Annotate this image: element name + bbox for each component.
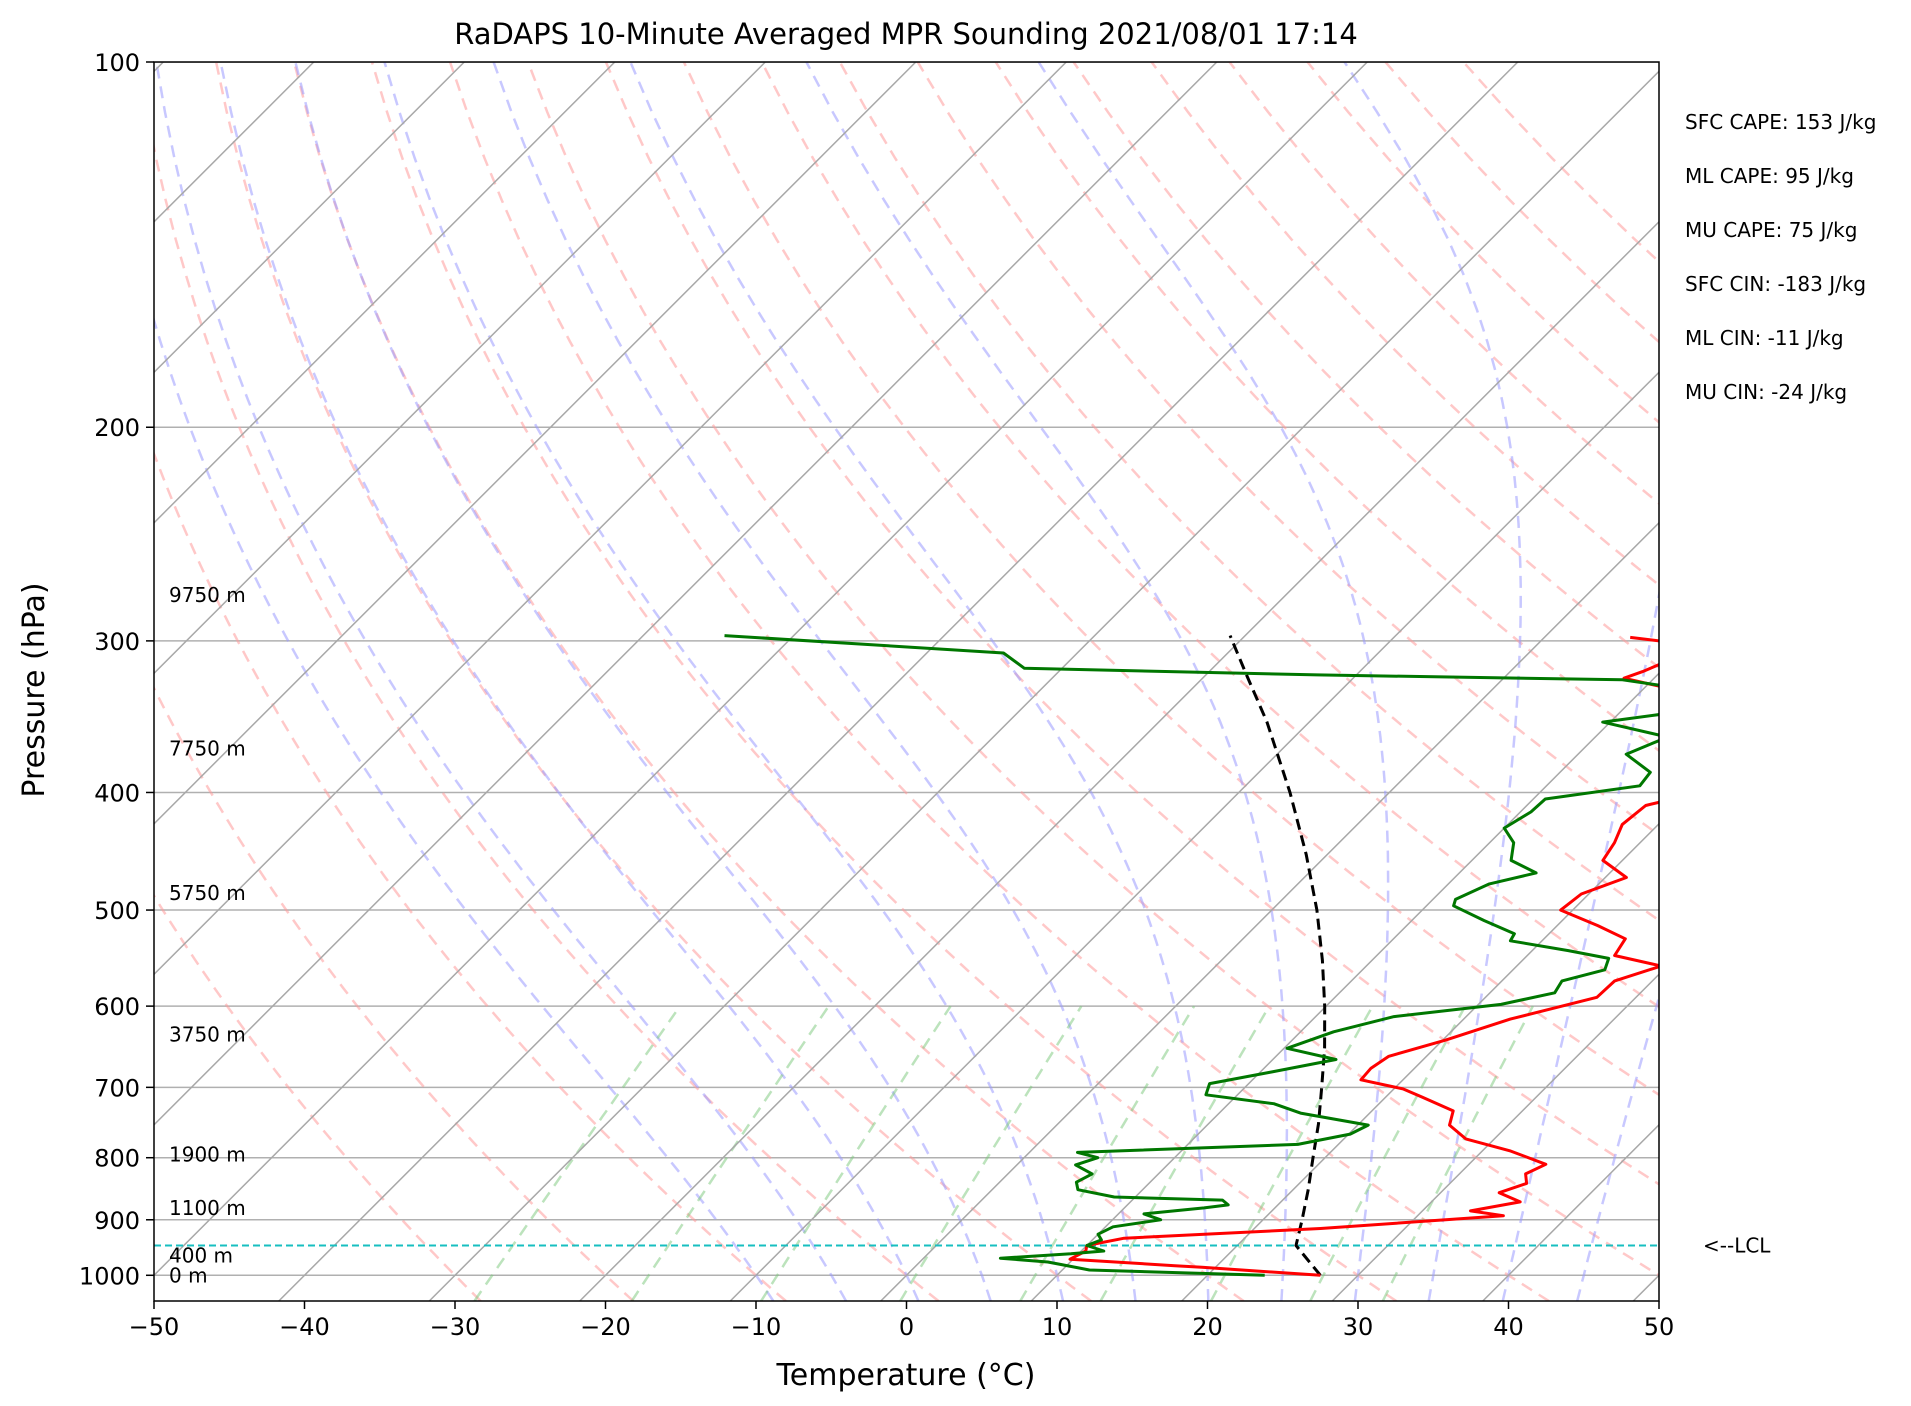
moist-adiabat — [492, 62, 1137, 1301]
x-tick-label: −30 — [430, 1313, 481, 1341]
index-label: ML CIN: -11 J/kg — [1685, 326, 1844, 350]
dry-adiabat — [1072, 62, 1659, 669]
mixing-ratio-line — [760, 1005, 952, 1301]
dry-adiabat — [604, 62, 1659, 1186]
mixing-ratio-line — [1209, 1005, 1374, 1301]
isotherm-line — [278, 62, 1519, 1301]
height-label: 9750 m — [169, 583, 246, 607]
height-labels: 9750 m 7750 m 5750 m 3750 m 1900 m 1100 m 400 … — [169, 583, 246, 1287]
dry-adiabat — [448, 62, 1550, 1301]
isotherm-line — [880, 521, 1659, 1301]
mixing-ratio-line — [630, 1005, 830, 1301]
height-label: 400 m — [169, 1243, 233, 1267]
y-axis-label: Pressure (hPa) — [17, 582, 52, 797]
isotherm-line — [1030, 672, 1659, 1301]
mixing-ratio-line — [899, 1005, 1083, 1301]
index-label: SFC CAPE: 153 J/kg — [1685, 110, 1876, 134]
isotherm-line — [1181, 822, 1659, 1301]
x-tick-label: 30 — [1343, 1313, 1374, 1341]
moist-adiabat — [629, 62, 1210, 1301]
mixing-ratio-line — [1309, 1005, 1467, 1301]
isotherm-line — [579, 220, 1659, 1301]
dry-adiabat — [526, 62, 1659, 1277]
moist-adiabat — [154, 316, 775, 1301]
y-tick-label: 300 — [94, 628, 140, 656]
y-tick-label: 100 — [94, 49, 140, 77]
index-label: SFC CIN: -183 J/kg — [1685, 272, 1866, 296]
parcel-path — [1228, 635, 1327, 1277]
dry-adiabat — [370, 62, 1397, 1301]
y-tick-label: 1000 — [79, 1262, 140, 1290]
y-tick-label: 700 — [94, 1074, 140, 1102]
x-tick-label: −10 — [731, 1313, 782, 1341]
isotherm-line — [154, 62, 917, 825]
height-label: 0 m — [169, 1263, 208, 1287]
lcl-label: <--LCL — [1703, 1233, 1771, 1257]
isotherm-line — [729, 371, 1659, 1301]
height-label: 3750 m — [169, 1022, 246, 1046]
chart-title: RaDAPS 10-Minute Averaged MPR Sounding 2… — [454, 17, 1358, 51]
dry-adiabat — [916, 62, 1659, 837]
height-label: 5750 m — [169, 881, 246, 905]
y-tick-label: 200 — [94, 414, 140, 442]
index-label: MU CAPE: 75 J/kg — [1685, 218, 1857, 242]
isotherm-lines — [154, 62, 1659, 1301]
isotherm-line — [154, 62, 1218, 1126]
x-tick-label: 0 — [899, 1313, 914, 1341]
moist-adiabat — [805, 62, 1289, 1301]
height-label: 1100 m — [169, 1196, 246, 1220]
y-tick-label: 800 — [94, 1145, 140, 1173]
stability-indices: SFC CAPE: 153 J/kg ML CAPE: 95 J/kg MU CAP… — [1685, 110, 1876, 404]
moist-adiabat — [294, 62, 992, 1301]
x-tick-label: −40 — [279, 1313, 330, 1341]
dry-adiabat — [214, 62, 1092, 1301]
temperature-line — [1068, 635, 1659, 1277]
x-tick-label: 10 — [1042, 1313, 1073, 1341]
mixing-ratio-line — [473, 1005, 682, 1301]
y-tick-label: 500 — [94, 897, 140, 925]
index-label: MU CIN: -24 J/kg — [1685, 380, 1847, 404]
moist-adiabat — [1575, 992, 1659, 1301]
x-tick-label: −20 — [580, 1313, 631, 1341]
x-axis: −50 −40 −30 −20 −10 0 10 20 30 40 50 — [129, 1301, 1675, 1341]
moist-adiabat — [1501, 588, 1659, 1301]
x-axis-label: Temperature (°C) — [776, 1358, 1036, 1393]
dry-adiabat — [292, 62, 1245, 1301]
height-label: 7750 m — [169, 737, 246, 761]
mixing-ratio-line — [1381, 1005, 1535, 1301]
y-tick-label: 900 — [94, 1207, 140, 1235]
isotherm-line — [154, 62, 616, 524]
moist-adiabat — [1343, 62, 1522, 1301]
isotherm-line — [428, 70, 1659, 1301]
dry-adiabat — [994, 62, 1659, 753]
x-tick-label: 50 — [1644, 1313, 1675, 1341]
plot-area — [154, 62, 1659, 1301]
moist-adiabats — [154, 62, 1659, 1301]
isotherm-line — [154, 62, 1368, 1277]
y-axis: 100 200 300 400 500 600 700 800 900 1000 — [79, 49, 154, 1290]
isotherm-line — [154, 62, 766, 675]
x-tick-label: 40 — [1493, 1313, 1524, 1341]
height-label: 1900 m — [169, 1142, 246, 1166]
dry-adiabat — [760, 62, 1659, 1009]
moist-adiabat — [1037, 62, 1390, 1301]
moist-adiabat — [383, 62, 1065, 1301]
dry-adiabat — [154, 685, 635, 1301]
x-tick-label: 20 — [1192, 1313, 1223, 1341]
isotherm-line — [1331, 973, 1659, 1301]
x-tick-label: −50 — [129, 1313, 180, 1341]
isotherm-line — [154, 62, 1067, 976]
isotherm-line — [154, 62, 465, 374]
y-tick-label: 400 — [94, 779, 140, 807]
moist-adiabat — [219, 62, 920, 1301]
dewpoint-line — [724, 634, 1659, 1277]
index-label: ML CAPE: 95 J/kg — [1685, 164, 1854, 188]
dry-adiabat — [838, 62, 1659, 922]
moist-adiabat — [155, 62, 848, 1301]
y-tick-label: 600 — [94, 993, 140, 1021]
